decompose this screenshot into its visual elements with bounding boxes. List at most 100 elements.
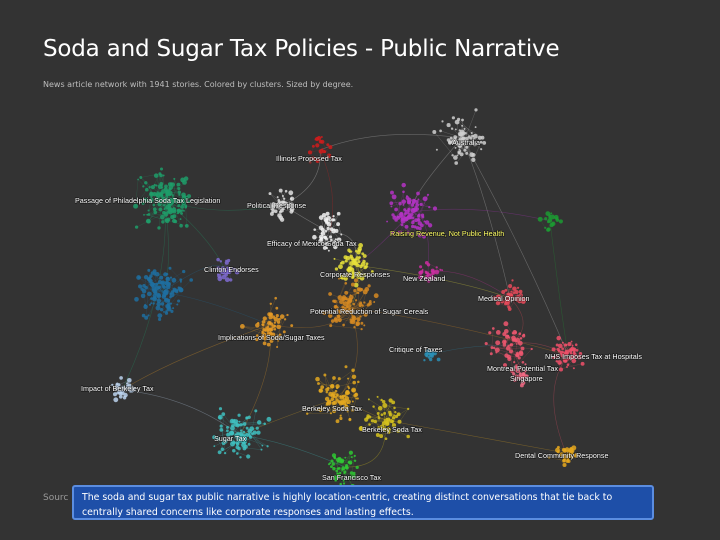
node-edge — [343, 291, 366, 326]
story-node — [141, 313, 146, 318]
story-node — [411, 220, 415, 225]
story-node — [503, 340, 507, 344]
story-node — [384, 437, 388, 441]
story-node — [502, 343, 507, 347]
story-node — [435, 266, 438, 269]
story-node — [375, 433, 380, 437]
story-node — [495, 330, 501, 335]
story-node — [494, 347, 500, 353]
story-node — [325, 237, 329, 241]
story-node — [329, 462, 332, 465]
story-node — [322, 245, 327, 250]
node-edge — [556, 454, 565, 466]
story-node — [181, 192, 186, 198]
story-node — [334, 389, 338, 393]
story-node — [172, 214, 177, 219]
story-node — [119, 376, 123, 380]
story-node — [247, 442, 251, 446]
story-node — [377, 415, 380, 418]
story-node — [512, 291, 516, 295]
story-node — [393, 414, 396, 417]
cluster-8 — [418, 260, 444, 283]
story-node — [434, 269, 440, 275]
story-node — [220, 447, 225, 452]
story-node — [416, 191, 420, 196]
story-node — [373, 301, 376, 303]
story-node — [187, 200, 191, 204]
story-node — [405, 195, 409, 198]
story-node — [474, 126, 477, 129]
story-node — [280, 204, 283, 208]
story-node — [379, 424, 385, 429]
story-node — [399, 215, 402, 218]
story-node — [519, 337, 523, 340]
node-edge — [326, 389, 334, 408]
story-node — [344, 281, 348, 285]
story-node — [230, 440, 233, 443]
cluster-label: Berkeley Soda Tax — [302, 404, 362, 413]
story-node — [334, 305, 338, 309]
story-node — [171, 290, 175, 294]
story-node — [144, 315, 149, 320]
story-node — [267, 312, 272, 317]
story-node — [519, 372, 522, 375]
story-node — [266, 416, 272, 422]
story-node — [517, 340, 523, 346]
story-node — [239, 423, 243, 427]
story-node — [386, 220, 389, 223]
story-node — [336, 309, 339, 312]
node-edge — [378, 402, 394, 414]
story-node — [230, 430, 235, 435]
story-node — [347, 377, 350, 380]
story-node — [342, 296, 346, 301]
story-node — [547, 220, 550, 224]
story-node — [157, 280, 163, 285]
story-node — [177, 299, 181, 303]
story-node — [353, 278, 359, 283]
story-node — [394, 414, 399, 419]
story-node — [326, 226, 330, 231]
story-node — [149, 200, 153, 204]
story-node — [336, 314, 341, 319]
story-node — [389, 419, 394, 423]
story-node — [521, 334, 526, 338]
node-edge — [461, 125, 476, 137]
story-node — [477, 135, 482, 140]
story-node — [218, 416, 222, 420]
story-node — [356, 317, 361, 322]
story-node — [333, 478, 338, 482]
story-node — [165, 278, 168, 281]
story-node — [342, 482, 346, 485]
node-edge — [369, 416, 380, 419]
story-node — [247, 432, 251, 436]
story-node — [519, 383, 524, 388]
story-node — [159, 308, 164, 312]
cluster-20 — [327, 450, 359, 489]
story-node — [568, 348, 573, 353]
story-node — [504, 288, 508, 292]
story-node — [337, 475, 340, 478]
story-node — [550, 212, 553, 215]
story-node — [484, 342, 488, 346]
insight-callout: The soda and sugar tax public narrative … — [72, 485, 654, 520]
story-node — [335, 393, 339, 397]
story-node — [147, 209, 150, 212]
source-label: Sourc — [43, 493, 69, 503]
story-node — [148, 303, 152, 306]
story-node — [569, 352, 573, 355]
story-node — [506, 334, 510, 338]
story-node — [387, 430, 391, 434]
story-node — [325, 211, 330, 216]
story-node — [167, 300, 171, 303]
story-node — [242, 434, 246, 438]
story-node — [554, 214, 559, 220]
story-node — [508, 336, 511, 339]
story-node — [348, 450, 354, 455]
story-node — [336, 211, 341, 216]
cluster-edge — [282, 149, 321, 206]
story-node — [571, 358, 577, 364]
node-edge — [349, 301, 364, 313]
story-node — [149, 191, 154, 196]
story-node — [377, 416, 381, 420]
story-node — [339, 262, 343, 265]
